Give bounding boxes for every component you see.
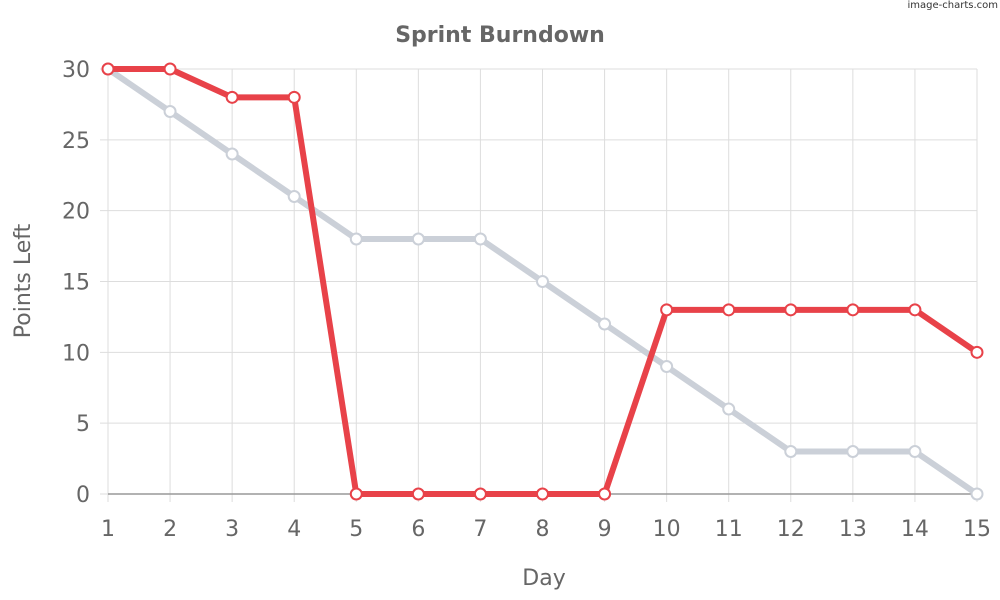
- y-tick-label: 30: [62, 58, 90, 83]
- y-axis-label: Points Left: [11, 223, 36, 338]
- series-2-point: [163, 62, 177, 76]
- series-2-point: [908, 303, 922, 317]
- x-tick-label: 9: [598, 517, 612, 542]
- x-tick-label: 14: [901, 517, 929, 542]
- series-lines: [101, 62, 984, 501]
- x-tick-label: 4: [287, 517, 301, 542]
- series-1-point: [163, 105, 177, 118]
- y-tick-label: 0: [76, 483, 90, 508]
- series-2-point: [784, 303, 798, 317]
- series-1-point: [784, 445, 798, 458]
- series-2-point: [970, 345, 984, 359]
- x-tick-label: 13: [839, 517, 867, 542]
- series-1-point: [473, 232, 487, 246]
- series-1-point: [287, 190, 301, 203]
- series-2-point: [101, 62, 115, 76]
- series-2-point: [846, 303, 860, 317]
- series-1-point: [908, 445, 922, 458]
- x-tick-label: 1: [101, 517, 115, 542]
- y-tick-label: 10: [62, 341, 90, 366]
- x-tick-label: 5: [349, 517, 363, 542]
- x-axis-label: Day: [522, 566, 565, 591]
- x-tick-label: 6: [411, 517, 425, 542]
- y-tick-label: 25: [62, 129, 90, 154]
- series-2-point: [411, 487, 425, 501]
- series-1-point: [598, 317, 612, 331]
- series-2-point: [473, 487, 487, 501]
- series-2-point: [287, 90, 301, 104]
- series-1-point: [536, 275, 549, 288]
- watermark: image-charts.com: [907, 0, 999, 11]
- series-2-point: [660, 303, 674, 317]
- y-tick-label: 5: [76, 412, 90, 437]
- series-2-point: [722, 303, 736, 317]
- series-2: [101, 62, 984, 501]
- y-tick-label: 20: [62, 200, 90, 225]
- series-1-point: [722, 402, 736, 416]
- series-1-point: [970, 487, 984, 501]
- x-tick-label: 3: [225, 517, 239, 542]
- x-tick-label: 8: [536, 517, 550, 542]
- x-tick-label: 12: [777, 517, 805, 542]
- series-1-point: [349, 232, 363, 246]
- series-2-point: [536, 487, 549, 501]
- x-tick-label: 7: [473, 517, 487, 542]
- series-2-point: [598, 487, 612, 501]
- x-tick-label: 10: [653, 517, 681, 542]
- y-tick-label: 15: [62, 271, 90, 296]
- series-1-point: [225, 147, 239, 161]
- series-1-point: [660, 360, 674, 373]
- series-2-point: [225, 90, 239, 104]
- x-tick-label: 15: [963, 517, 991, 542]
- series-1-point: [846, 445, 860, 458]
- x-tick-label: 2: [163, 517, 177, 542]
- series-1-point: [411, 232, 425, 246]
- chart-title: Sprint Burndown: [395, 23, 605, 48]
- series-2-point: [349, 487, 363, 501]
- x-tick-label: 11: [715, 517, 743, 542]
